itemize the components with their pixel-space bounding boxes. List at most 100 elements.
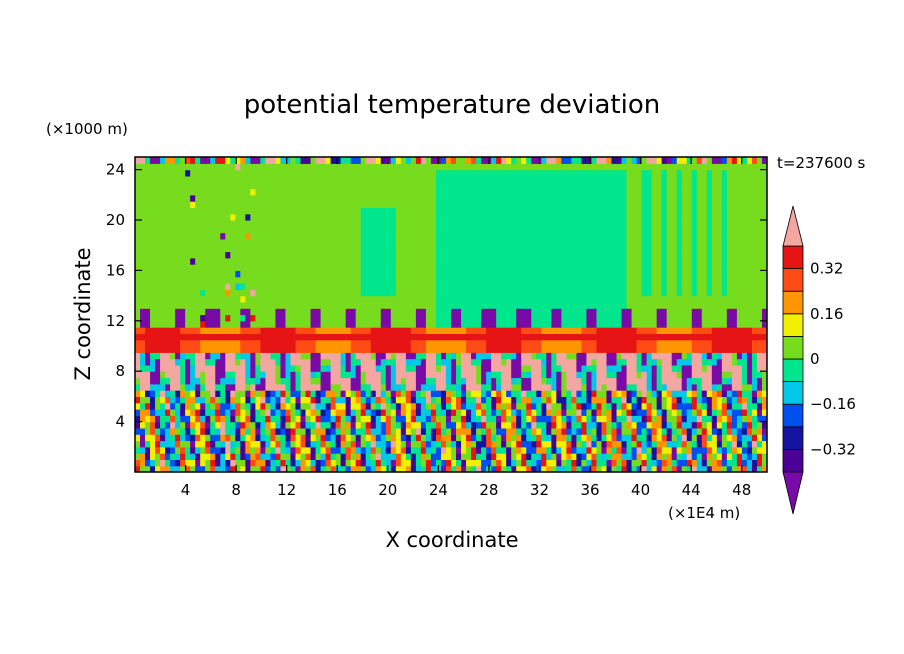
heatmap-cell — [551, 320, 557, 328]
heatmap-cell — [150, 257, 156, 265]
heatmap-cell — [701, 346, 708, 353]
heatmap-cell — [621, 301, 628, 309]
heatmap-cell — [761, 440, 767, 448]
heatmap-cell — [721, 289, 728, 297]
heatmap-cell — [405, 220, 412, 227]
heatmap-cell — [325, 453, 332, 460]
heatmap-cell — [726, 333, 733, 341]
heatmap-cell — [691, 264, 698, 271]
heatmap-cell — [210, 434, 216, 442]
heatmap-cell — [145, 327, 151, 334]
heatmap-cell — [526, 415, 532, 423]
heatmap-cell — [461, 264, 467, 271]
heatmap-cell — [290, 289, 297, 297]
heatmap-cell — [696, 295, 703, 303]
chart-title: potential temperature deviation — [244, 90, 660, 120]
heatmap-cell — [486, 364, 492, 372]
heatmap-cell — [501, 415, 507, 423]
heatmap-cell — [180, 364, 186, 372]
heatmap-cell — [501, 346, 507, 353]
heatmap-cell — [245, 371, 251, 379]
heatmap-cell — [355, 390, 362, 397]
heatmap-cell — [526, 257, 532, 265]
heatmap-cell — [626, 346, 633, 353]
heatmap-cell — [335, 308, 342, 316]
heatmap-cell — [761, 352, 767, 360]
heatmap-cell — [185, 295, 191, 303]
heatmap-cell — [761, 226, 767, 234]
heatmap-cell — [275, 446, 282, 454]
heatmap-cell — [295, 364, 302, 372]
heatmap-cell — [260, 377, 267, 385]
heatmap-cell — [726, 238, 733, 246]
heatmap-cell — [180, 314, 186, 322]
heatmap-cell — [621, 264, 628, 271]
heatmap-cell — [420, 459, 427, 467]
heatmap-cell — [731, 446, 738, 454]
heatmap-cell — [150, 238, 156, 246]
heatmap-cell — [461, 295, 467, 303]
heatmap-cell — [731, 364, 738, 372]
heatmap-cell — [461, 453, 467, 460]
heatmap-cell — [576, 415, 583, 423]
heatmap-cell — [476, 276, 482, 284]
heatmap-cell — [756, 377, 763, 385]
heatmap-cell — [215, 220, 221, 227]
heatmap-cell — [165, 232, 171, 240]
heatmap-cell — [731, 358, 738, 366]
heatmap-cell — [471, 289, 477, 297]
heatmap-cell — [481, 238, 487, 246]
heatmap-cell — [160, 465, 166, 472]
heatmap-cell — [405, 308, 412, 316]
heatmap-cell — [731, 390, 738, 397]
heatmap-cell — [205, 301, 211, 309]
heatmap-cell — [350, 377, 357, 385]
heatmap-cell — [606, 264, 613, 271]
heatmap-cell — [335, 358, 342, 366]
heatmap-cell — [175, 402, 181, 410]
heatmap-cell — [220, 409, 226, 416]
heatmap-cell — [491, 465, 497, 472]
heatmap-cell — [731, 434, 738, 442]
heatmap-cell — [420, 346, 427, 353]
heatmap-cell — [135, 339, 141, 347]
heatmap-cell — [440, 295, 447, 303]
heatmap-cell — [756, 346, 763, 353]
heatmap-cell — [160, 364, 166, 372]
heatmap-cell — [706, 390, 713, 397]
heatmap-cell — [230, 245, 236, 253]
heatmap-cell — [365, 421, 372, 429]
heatmap-cell — [761, 383, 767, 391]
heatmap-cell — [385, 465, 392, 472]
heatmap-cell — [340, 446, 347, 454]
heatmap-cell — [415, 434, 422, 442]
heatmap-cell — [335, 364, 342, 372]
heatmap-cell — [345, 232, 352, 240]
heatmap-cell — [380, 283, 387, 290]
heatmap-cell — [651, 245, 658, 253]
heatmap-cell — [586, 283, 593, 290]
heatmap-cell — [190, 453, 196, 460]
heatmap-cell — [546, 289, 552, 297]
heatmap-cell — [190, 308, 196, 316]
heatmap-cell — [275, 232, 282, 240]
heatmap-cell — [481, 364, 487, 372]
heatmap-cell — [160, 459, 166, 467]
heatmap-cell — [491, 352, 497, 360]
heatmap-cell — [576, 383, 583, 391]
heatmap-cell — [501, 245, 507, 253]
heatmap-cell — [380, 415, 387, 423]
heatmap-cell — [536, 421, 542, 429]
heatmap-cell — [150, 371, 156, 379]
heatmap-cell — [300, 427, 307, 435]
heatmap-cell — [135, 276, 141, 284]
heatmap-cell — [205, 245, 211, 253]
heatmap-cell — [521, 320, 527, 328]
heatmap-cell — [521, 308, 527, 316]
heatmap-cell — [471, 383, 477, 391]
heatmap-cell — [195, 346, 201, 353]
heatmap-cell — [556, 320, 562, 328]
heatmap-cell — [566, 453, 572, 460]
heatmap-cell — [255, 427, 261, 435]
heatmap-cell — [661, 402, 668, 410]
